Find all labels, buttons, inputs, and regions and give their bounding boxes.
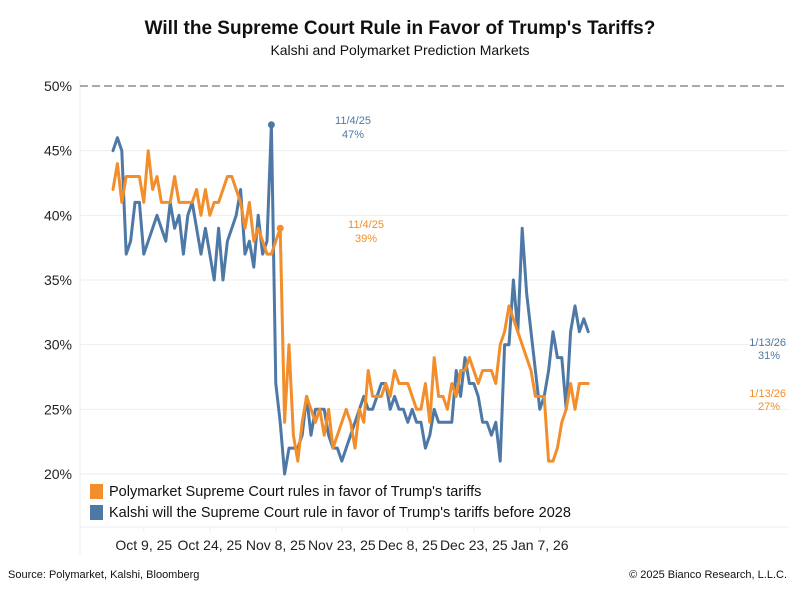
- kalshi-end-value-label: 31%: [758, 350, 780, 362]
- x-tick-label: Nov 23, 25: [308, 537, 376, 553]
- chart-title: Will the Supreme Court Rule in Favor of …: [144, 18, 656, 39]
- gridlines: [79, 80, 788, 555]
- legend-label-polymarket: Polymarket Supreme Court rules in favor …: [109, 483, 482, 500]
- x-tick-label: Oct 24, 25: [178, 537, 243, 553]
- x-tick-label: Dec 8, 25: [378, 537, 438, 553]
- kalshi-end-date-label: 1/13/26: [749, 337, 786, 349]
- kalshi-peak-value-label: 47%: [342, 129, 364, 141]
- source-note: Source: Polymarket, Kalshi, Bloomberg: [8, 569, 200, 581]
- legend-swatch-polymarket: [90, 484, 103, 499]
- y-tick-label: 20%: [44, 466, 72, 482]
- legend-item-polymarket: Polymarket Supreme Court rules in favor …: [90, 481, 571, 502]
- poly-end-date-label: 1/13/26: [749, 388, 786, 400]
- y-tick-label: 30%: [44, 337, 72, 353]
- x-axis: Oct 9, 25 Oct 24, 25 Nov 8, 25 Nov 23, 25 De…: [115, 527, 569, 553]
- x-tick-label: Dec 23, 25: [440, 537, 508, 553]
- y-axis: 20% 25% 30% 35% 40% 45% 50%: [44, 78, 72, 482]
- annotations: 11/4/25 47% 11/4/25 39% 1/13/26 31% 1/13…: [335, 115, 786, 413]
- y-tick-label: 45%: [44, 143, 72, 159]
- copyright-note: © 2025 Bianco Research, L.L.C.: [629, 569, 787, 581]
- legend: Polymarket Supreme Court rules in favor …: [90, 481, 571, 523]
- y-tick-label: 50%: [44, 78, 72, 94]
- chart-subtitle: Kalshi and Polymarket Prediction Markets: [270, 42, 530, 58]
- y-tick-label: 25%: [44, 401, 72, 417]
- poly-end-value-label: 27%: [758, 401, 780, 413]
- kalshi-peak-marker: [267, 121, 275, 129]
- polymarket-line: [111, 149, 590, 463]
- legend-label-kalshi: Kalshi will the Supreme Court rule in fa…: [109, 504, 571, 521]
- y-tick-label: 35%: [44, 272, 72, 288]
- legend-item-kalshi: Kalshi will the Supreme Court rule in fa…: [90, 502, 571, 523]
- x-tick-label: Jan 7, 26: [511, 537, 569, 553]
- legend-swatch-kalshi: [90, 505, 103, 520]
- y-tick-label: 40%: [44, 207, 72, 223]
- polymarket-peak-marker: [276, 224, 284, 232]
- poly-peak-date-label: 11/4/25: [348, 219, 384, 231]
- series-lines: [111, 121, 590, 476]
- x-tick-label: Oct 9, 25: [115, 537, 172, 553]
- kalshi-peak-date-label: 11/4/25: [335, 115, 371, 127]
- poly-peak-value-label: 39%: [355, 233, 377, 245]
- x-tick-label: Nov 8, 25: [246, 537, 306, 553]
